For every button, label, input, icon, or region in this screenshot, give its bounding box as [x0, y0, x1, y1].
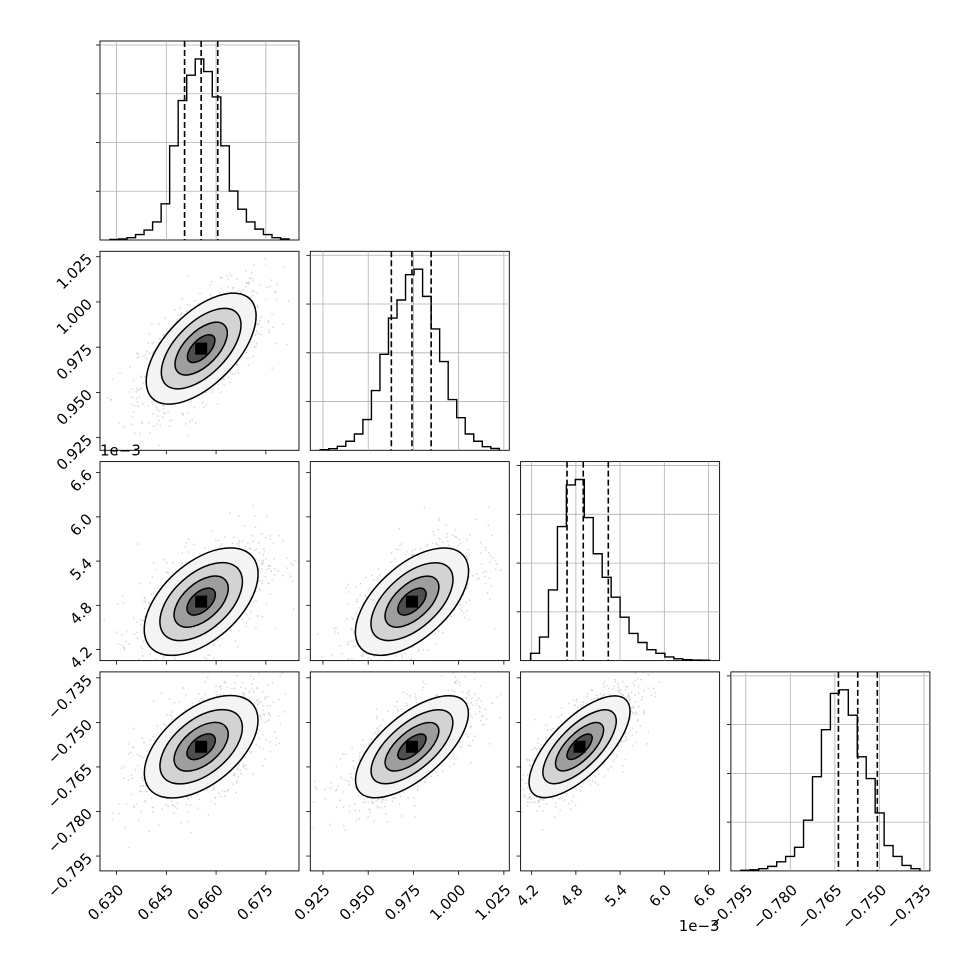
pair-plot-area-2-1: [317, 506, 510, 661]
density-peak-3-2: [573, 740, 586, 753]
x-tick-label-2-0: 4.2: [513, 881, 543, 911]
hist-panel-0: [96, 40, 300, 241]
x-tick-label-0-3: 0.675: [233, 881, 276, 924]
y-tick-label-2-0: 4.2: [66, 643, 96, 673]
x-tick-label-2-2: 5.4: [601, 881, 631, 911]
x-tick-label-1-2: 0.975: [381, 881, 424, 924]
hist-panel-1: [306, 250, 510, 451]
y-tick-label-1-4: 1.025: [53, 250, 96, 293]
pair-panel-3-1: [306, 671, 510, 875]
y-tick-label-2-2: 5.4: [66, 554, 96, 584]
x-tick-label-1-4: 1.025: [472, 881, 515, 924]
y-tick-label-1-0: 0.925: [53, 431, 96, 474]
hist-series-2: [529, 478, 711, 661]
x-tick-label-1-1: 0.950: [336, 881, 379, 924]
hist-frame-0: [99, 40, 300, 241]
y-tick-label-3-1: −0.780: [44, 805, 96, 857]
y-tick-label-3-4: −0.735: [44, 671, 96, 723]
x-tick-label-3-1: −0.780: [749, 881, 801, 933]
hist-series-1: [319, 268, 501, 451]
x-tick-label-3-3: −0.750: [838, 881, 890, 933]
x-tick-label-2-3: 6.0: [645, 881, 675, 911]
y-tick-label-2-3: 6.0: [66, 510, 96, 540]
pair-plot-area-3-1: [311, 672, 502, 831]
y-tick-label-2-1: 4.8: [66, 599, 96, 629]
density-peak-3-1: [405, 740, 418, 753]
x-tick-label-2-1: 4.8: [557, 881, 587, 911]
y-scale-label-2: 1e−3: [100, 442, 141, 460]
hist-series-0: [109, 58, 290, 241]
x-scale-label-2: 1e−3: [679, 917, 720, 935]
hist-panel-2: [516, 461, 721, 662]
density-peak-2-1: [405, 595, 418, 608]
pair-panel-2-0: [96, 461, 300, 665]
x-tick-label-3-4: −0.735: [883, 881, 935, 933]
density-peak-2-0: [195, 595, 208, 608]
y-tick-label-1-3: 1.000: [53, 295, 96, 338]
y-tick-label-3-0: −0.795: [44, 849, 96, 901]
pair-plot-area-3-0: [111, 672, 286, 849]
y-tick-label-1-1: 0.950: [53, 386, 96, 429]
y-tick-label-2-4: 6.6: [66, 466, 96, 496]
x-tick-label-2-4: 6.6: [690, 881, 720, 911]
pair-plot-area-3-2: [521, 672, 660, 831]
pair-panel-3-0: [96, 671, 300, 875]
x-tick-label-1-0: 0.925: [291, 881, 334, 924]
hist-panel-3: [726, 671, 931, 872]
y-tick-label-3-2: −0.765: [44, 760, 96, 812]
y-tick-label-1-2: 0.975: [53, 340, 96, 383]
density-peak-1-0: [195, 342, 208, 355]
x-tick-label-3-2: −0.765: [794, 881, 846, 933]
x-tick-label-1-3: 1.000: [426, 881, 469, 924]
hist-series-3: [740, 689, 921, 872]
pair-panel-2-1: [306, 461, 510, 665]
x-tick-label-0-2: 0.660: [184, 881, 227, 924]
y-tick-label-3-3: −0.750: [44, 716, 96, 768]
hist-frame-1: [309, 250, 510, 451]
x-tick-label-0-1: 0.645: [134, 881, 177, 924]
pair-plot-area-2-0: [103, 504, 299, 661]
pair-plot-area-1-0: [107, 257, 290, 449]
pair-panel-1-0: [96, 250, 300, 455]
x-tick-label-0-0: 0.630: [84, 881, 127, 924]
density-peak-3-0: [195, 740, 208, 753]
pair-panel-3-2: [516, 671, 721, 875]
